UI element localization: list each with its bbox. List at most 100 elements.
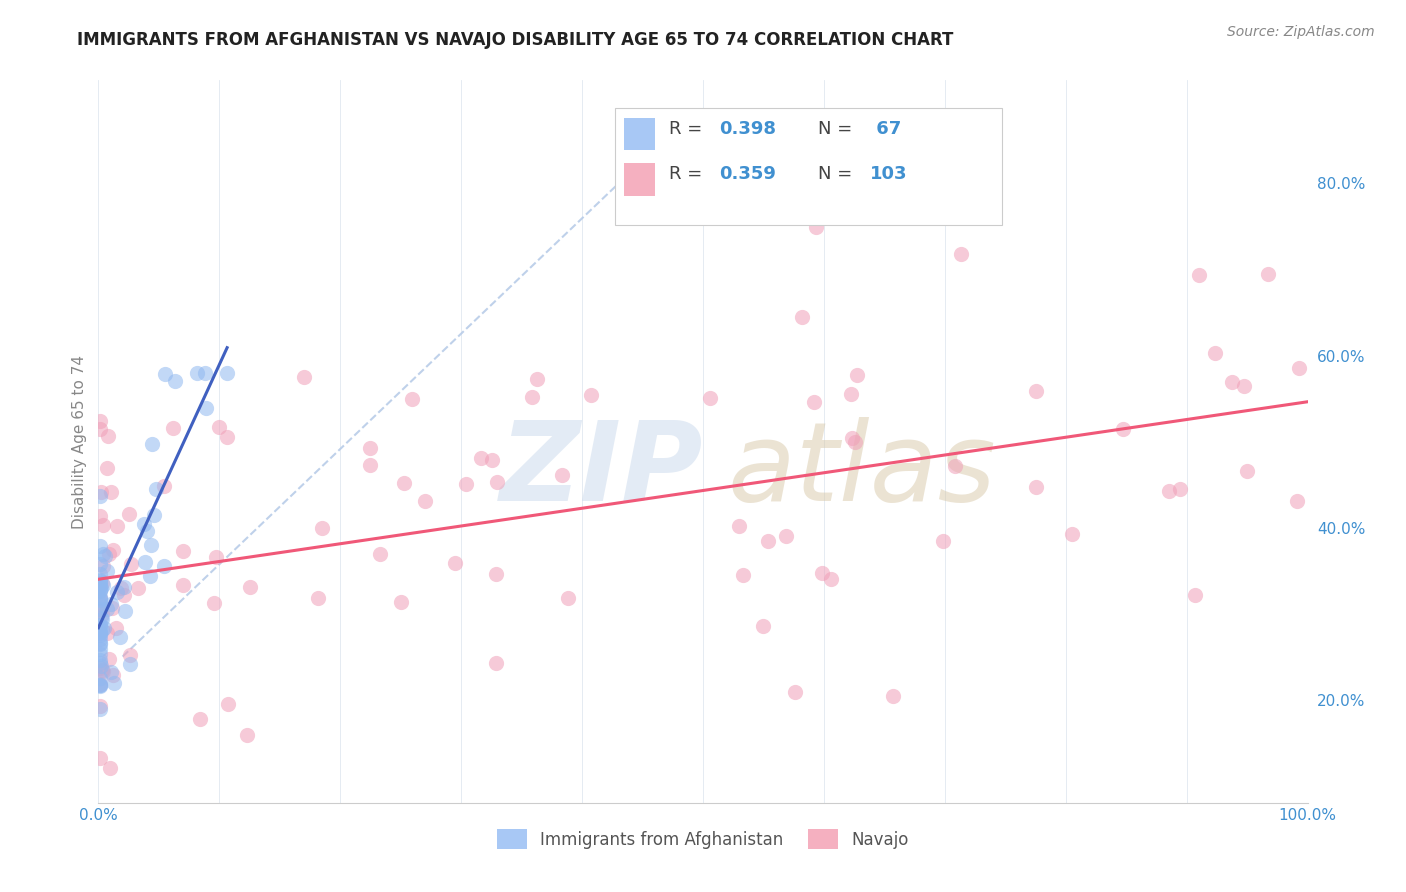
Point [89,637,111,651]
Point [389,595,412,609]
Point [89,657,111,671]
Point [112,580,135,594]
Point [96,460,118,475]
Point [90,659,112,673]
Point [91,607,114,622]
Point [101,668,124,682]
Point [733,567,755,582]
Point [100,485,122,500]
Point [811,566,834,580]
Point [152,558,174,573]
Point [444,557,467,571]
Point [392,475,415,490]
Point [359,442,381,456]
Point [839,387,862,401]
Point [1112,422,1135,436]
Point [96,625,118,640]
Point [89,624,111,639]
Point [307,591,329,606]
Point [195,401,218,416]
Point [1257,267,1279,281]
Point [89,539,111,553]
Point [120,557,142,571]
Point [931,533,953,548]
Point [98,548,121,562]
Point [90,612,112,626]
Point [89,573,111,587]
Point [112,588,135,602]
Point [89,625,111,640]
Point [98,761,121,775]
Point [756,533,779,548]
Point [775,529,797,543]
Point [89,625,111,640]
Point [91,578,114,592]
Point [107,519,129,533]
Point [727,519,749,533]
Point [90,581,112,595]
Point [215,430,238,444]
Point [142,508,165,522]
Point [89,642,111,657]
Text: 0.398: 0.398 [718,120,776,137]
Point [89,632,111,646]
Point [1062,527,1084,541]
Text: 0.359: 0.359 [718,165,776,183]
Point [110,581,132,595]
Point [311,521,333,535]
Point [841,431,863,445]
Point [1233,378,1256,392]
Point [292,370,315,384]
Point [752,618,775,632]
Point [699,392,721,406]
Point [89,414,111,428]
Point [139,538,162,552]
Text: atlas: atlas [727,417,995,524]
Point [236,728,259,742]
Point [93,547,115,561]
Point [89,751,111,765]
Point [89,617,111,632]
Point [194,366,217,380]
Point [1236,464,1258,478]
Point [368,547,391,561]
Point [1285,493,1308,508]
Point [413,493,436,508]
Point [89,698,111,713]
Point [239,580,262,594]
Point [882,689,904,703]
Point [1025,480,1047,494]
Point [141,437,163,451]
Point [950,247,973,261]
Point [100,665,122,679]
Point [132,517,155,532]
Point [162,420,184,434]
Point [943,459,966,474]
Point [526,372,548,386]
Point [481,453,503,467]
Legend: Immigrants from Afghanistan, Navajo: Immigrants from Afghanistan, Navajo [491,822,915,856]
Text: IMMIGRANTS FROM AFGHANISTAN VS NAVAJO DISABILITY AGE 65 TO 74 CORRELATION CHART: IMMIGRANTS FROM AFGHANISTAN VS NAVAJO DI… [77,31,953,49]
FancyBboxPatch shape [614,108,1001,225]
Text: Source: ZipAtlas.com: Source: ZipAtlas.com [1227,25,1375,39]
Point [485,657,508,671]
Point [89,591,111,605]
Point [1204,346,1226,360]
Point [484,566,506,581]
Point [844,434,866,449]
Point [90,663,112,677]
Point [89,583,111,598]
Point [120,657,142,671]
Point [470,450,492,465]
Point [89,597,111,611]
Point [89,557,111,571]
Point [89,584,111,599]
Point [401,392,423,406]
Point [114,603,136,617]
Point [579,387,602,401]
Point [96,601,118,615]
Point [1187,268,1209,282]
Point [1157,483,1180,498]
Point [456,477,478,491]
Point [127,582,149,596]
